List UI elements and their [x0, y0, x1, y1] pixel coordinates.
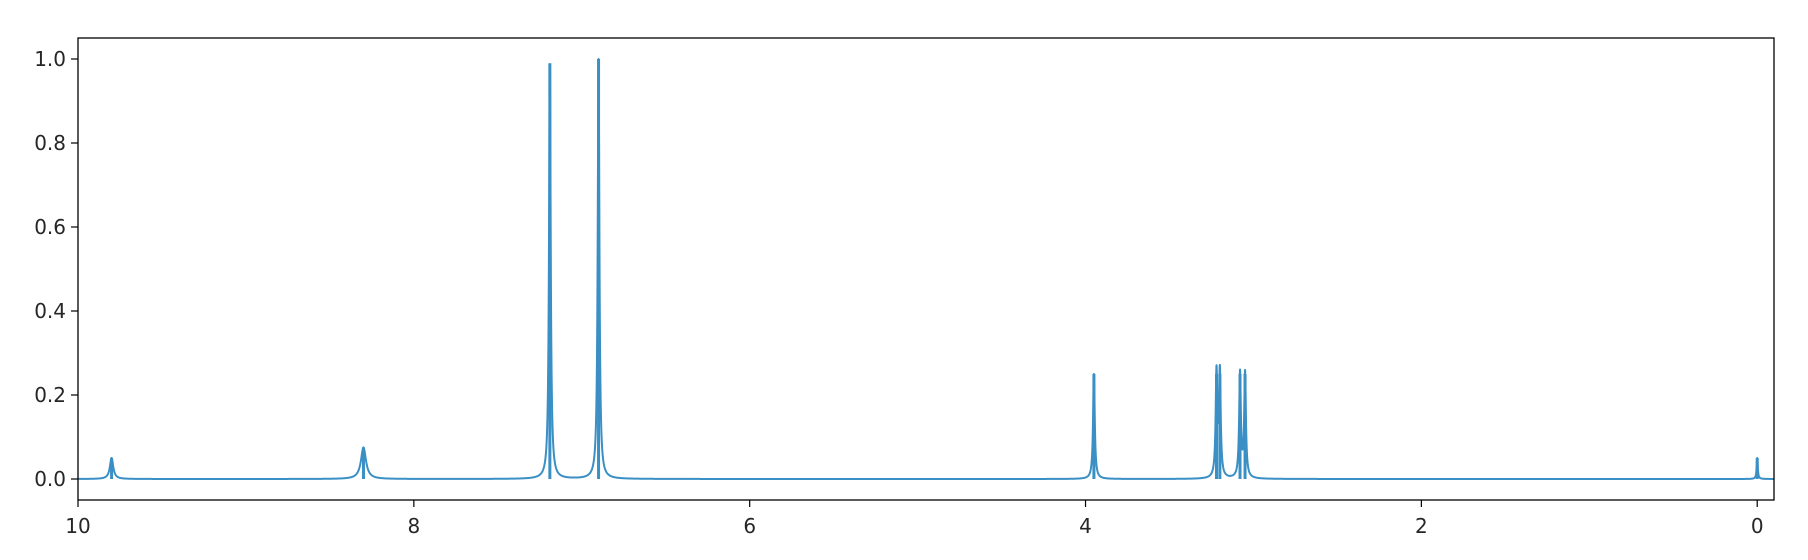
y-tick-label: 0.6	[34, 215, 66, 239]
y-tick-label: 0.0	[34, 467, 66, 491]
x-tick-label: 2	[1415, 514, 1428, 538]
plot-frame	[77, 37, 1775, 501]
spectrum-line	[78, 58, 1774, 480]
spectrum-series	[78, 58, 1774, 480]
x-tick-label: 6	[743, 514, 756, 538]
x-tick-label: 8	[407, 514, 420, 538]
x-tick-label: 10	[65, 514, 90, 538]
y-axis: 0.0 0.2 0.4 0.6 0.8 1.0	[34, 47, 78, 491]
y-tick-label: 0.4	[34, 299, 66, 323]
y-tick-label: 1.0	[34, 47, 66, 71]
x-tick-label: 0	[1751, 514, 1764, 538]
x-tick-label: 4	[1079, 514, 1092, 538]
y-tick-label: 0.2	[34, 383, 66, 407]
x-axis: 10 8 6 4 2 0	[65, 500, 1764, 538]
y-tick-label: 0.8	[34, 131, 66, 155]
